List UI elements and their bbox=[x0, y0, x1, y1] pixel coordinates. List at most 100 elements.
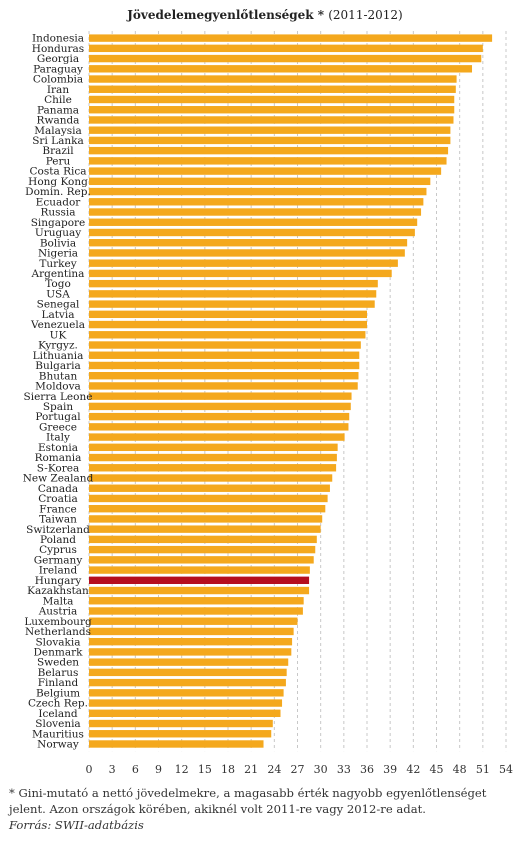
category-label: Singapore bbox=[31, 217, 86, 229]
category-label: Lithuania bbox=[33, 350, 84, 362]
bar bbox=[89, 658, 289, 666]
category-label: Belgium bbox=[36, 687, 80, 699]
category-label: Indonesia bbox=[32, 33, 84, 45]
category-label: Finland bbox=[38, 677, 79, 689]
bar bbox=[89, 699, 283, 707]
bar bbox=[89, 331, 366, 339]
bar bbox=[89, 290, 377, 298]
category-label: Bolivia bbox=[40, 237, 76, 249]
bar bbox=[89, 372, 359, 380]
category-label: Domin. Rep. bbox=[25, 186, 91, 198]
footnote: * Gini-mutató a nettó jövedelmekre, a ma… bbox=[9, 786, 487, 816]
category-label: Canada bbox=[38, 483, 78, 495]
x-tick-label: 45 bbox=[430, 763, 444, 776]
bar bbox=[89, 412, 350, 421]
bar bbox=[89, 279, 378, 288]
category-label: Denmark bbox=[34, 647, 84, 659]
category-label: Sweden bbox=[37, 657, 79, 669]
category-label: Greece bbox=[39, 421, 77, 433]
category-label: New Zealand bbox=[23, 473, 94, 485]
category-label: Latvia bbox=[41, 309, 74, 321]
category-label: Estonia bbox=[38, 442, 78, 454]
category-label: USA bbox=[46, 288, 70, 300]
category-label: Paraguay bbox=[33, 63, 83, 75]
category-label: Hong Kong bbox=[28, 176, 88, 188]
x-tick-label: 39 bbox=[383, 763, 397, 776]
bar bbox=[89, 146, 449, 155]
category-label: Togo bbox=[45, 278, 71, 290]
bar bbox=[89, 54, 482, 63]
category-label: Belarus bbox=[38, 667, 79, 679]
category-label: Costa Rica bbox=[30, 166, 87, 178]
bar bbox=[89, 382, 358, 390]
bar bbox=[89, 535, 317, 544]
bar bbox=[89, 453, 337, 462]
bar bbox=[89, 187, 427, 196]
category-label: Luxembourg bbox=[24, 616, 92, 628]
category-label: Nigeria bbox=[38, 248, 78, 260]
bar bbox=[89, 678, 286, 687]
bar bbox=[89, 106, 455, 114]
category-label: Chile bbox=[44, 94, 72, 106]
chart-title-asterisk: * bbox=[317, 8, 325, 22]
bar bbox=[89, 484, 330, 492]
x-tick-label: 21 bbox=[244, 763, 258, 776]
bar bbox=[89, 719, 273, 728]
category-label: Cyprus bbox=[39, 544, 77, 556]
category-label: Malaysia bbox=[34, 125, 82, 137]
x-tick-label: 33 bbox=[337, 763, 351, 776]
category-label: UK bbox=[50, 329, 67, 341]
bar bbox=[89, 545, 316, 554]
category-label: Kazakhstan bbox=[27, 585, 89, 597]
category-label: Spain bbox=[43, 401, 74, 413]
x-tick-label: 12 bbox=[175, 763, 189, 776]
bar bbox=[89, 637, 293, 646]
x-tick-label: 9 bbox=[155, 763, 162, 776]
x-tick-label: 42 bbox=[406, 763, 420, 776]
x-tick-label: 0 bbox=[86, 763, 93, 776]
category-label: Taiwan bbox=[39, 514, 77, 526]
x-tick-label: 48 bbox=[453, 763, 467, 776]
category-label: Colombia bbox=[33, 74, 83, 86]
bar bbox=[89, 136, 451, 145]
category-label: Slovenia bbox=[35, 718, 80, 730]
bar bbox=[89, 44, 483, 53]
category-label: Croatia bbox=[38, 493, 77, 505]
bar bbox=[89, 556, 314, 564]
bar bbox=[89, 494, 328, 503]
bar bbox=[89, 586, 310, 595]
category-label: Brazil bbox=[42, 145, 74, 157]
bar bbox=[89, 423, 349, 431]
category-label: Russia bbox=[40, 207, 75, 219]
category-label: Ecuador bbox=[36, 196, 82, 208]
x-tick-label: 6 bbox=[132, 763, 139, 776]
x-tick-label: 3 bbox=[109, 763, 116, 776]
x-tick-label: 24 bbox=[267, 763, 281, 776]
category-label: Panama bbox=[37, 104, 79, 116]
bar bbox=[89, 566, 310, 574]
category-label: Argentina bbox=[31, 268, 85, 280]
bar bbox=[89, 689, 284, 697]
category-label: Turkey bbox=[39, 258, 76, 270]
chart-title: Jövedelemegyenlőtlenségek * (2011-2012) bbox=[0, 8, 530, 22]
x-tick-label: 54 bbox=[499, 763, 513, 776]
bar bbox=[89, 126, 451, 134]
bar bbox=[89, 269, 392, 278]
bar bbox=[89, 34, 493, 42]
bar bbox=[89, 627, 294, 636]
x-tick-label: 30 bbox=[314, 763, 328, 776]
bar bbox=[89, 617, 298, 625]
bar bbox=[89, 525, 321, 533]
bar bbox=[89, 116, 454, 124]
bar bbox=[89, 515, 323, 523]
bar bbox=[89, 228, 415, 237]
bar bbox=[89, 157, 447, 165]
category-label: Hungary bbox=[35, 575, 82, 587]
category-label: Czech Rep. bbox=[28, 698, 88, 710]
bar bbox=[89, 95, 455, 104]
category-label: Sri Lanka bbox=[32, 135, 84, 147]
category-label: Romania bbox=[35, 452, 82, 464]
chart-title-main: Jövedelemegyenlőtlenségek bbox=[127, 8, 314, 22]
bar bbox=[89, 218, 418, 226]
